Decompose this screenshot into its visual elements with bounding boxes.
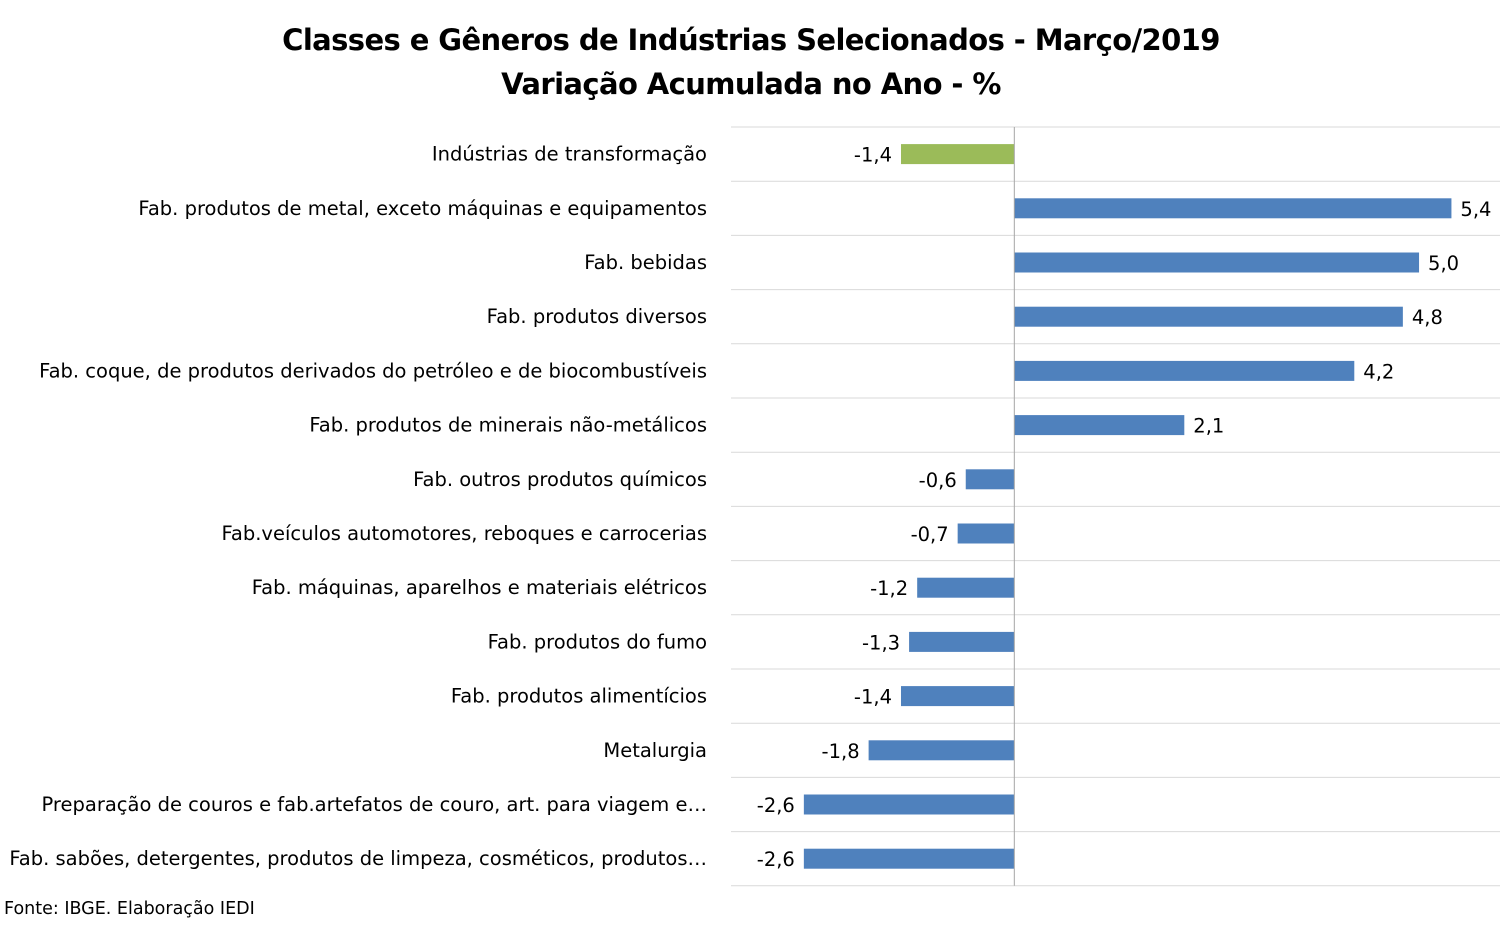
gridlines <box>731 126 1500 887</box>
data-label: 4,2 <box>1363 360 1394 383</box>
category-label: Fab. produtos diversos <box>487 305 707 328</box>
bar <box>1014 198 1452 219</box>
category-label: Fab. produtos do fumo <box>488 630 707 653</box>
data-label: -1,4 <box>854 686 892 709</box>
category-label: Fab.veículos automotores, reboques e car… <box>221 522 707 545</box>
chart-title: Classes e Gêneros de Indústrias Selecion… <box>0 18 1502 106</box>
data-label: -1,2 <box>870 577 908 600</box>
category-label: Fab. produtos alimentícios <box>451 685 707 708</box>
bar <box>1014 415 1185 436</box>
category-label: Fab. coque, de produtos derivados do pet… <box>39 359 707 382</box>
category-label: Fab. produtos de minerais não-metálicos <box>309 414 707 437</box>
category-label: Fab. produtos de metal, exceto máquinas … <box>138 197 707 220</box>
data-label: 2,1 <box>1193 415 1224 438</box>
bar <box>803 848 1015 869</box>
category-label: Fab. bebidas <box>584 251 707 274</box>
bar <box>909 631 1015 652</box>
category-label: Preparação de couros e fab.artefatos de … <box>42 793 707 816</box>
category-labels: Indústrias de transformação Fab. produtos… <box>9 143 707 871</box>
data-labels: -1,4 5,4 5,0 4,8 4,2 2,1 -0,6 -0,7 -1,2 -1,3 -1,4 -… <box>757 144 1492 872</box>
bar <box>1014 252 1420 273</box>
data-label: -0,6 <box>919 469 957 492</box>
data-label: -1,3 <box>862 631 900 654</box>
category-label: Metalurgia <box>603 739 707 762</box>
bar <box>957 523 1015 544</box>
category-label: Fab. sabões, detergentes, produtos de li… <box>9 847 707 870</box>
chart-subtitle: Variação Acumulada no Ano - % <box>501 67 1001 101</box>
source-note: Fonte: IBGE. Elaboração IEDI <box>4 899 255 919</box>
bar <box>868 740 1015 761</box>
category-label: Fab. outros produtos químicos <box>413 468 707 491</box>
bar <box>803 794 1015 815</box>
bar <box>965 469 1015 490</box>
bar <box>900 686 1015 707</box>
data-label: -1,8 <box>822 740 860 763</box>
data-label: 5,0 <box>1428 252 1459 275</box>
bars <box>803 144 1452 869</box>
bar <box>1014 360 1355 381</box>
bar <box>917 577 1015 598</box>
category-label: Fab. máquinas, aparelhos e materiais elé… <box>252 576 707 599</box>
bar <box>1014 306 1403 327</box>
chart-title-line1: Classes e Gêneros de Indústrias Selecion… <box>282 23 1220 57</box>
category-label: Indústrias de transformação <box>432 143 707 166</box>
data-label: -0,7 <box>911 523 949 546</box>
data-label: 4,8 <box>1412 306 1443 329</box>
data-label: -2,6 <box>757 848 795 871</box>
data-label: -1,4 <box>854 144 892 167</box>
data-label: 5,4 <box>1460 198 1491 221</box>
data-label: -2,6 <box>757 794 795 817</box>
bar <box>900 144 1015 165</box>
